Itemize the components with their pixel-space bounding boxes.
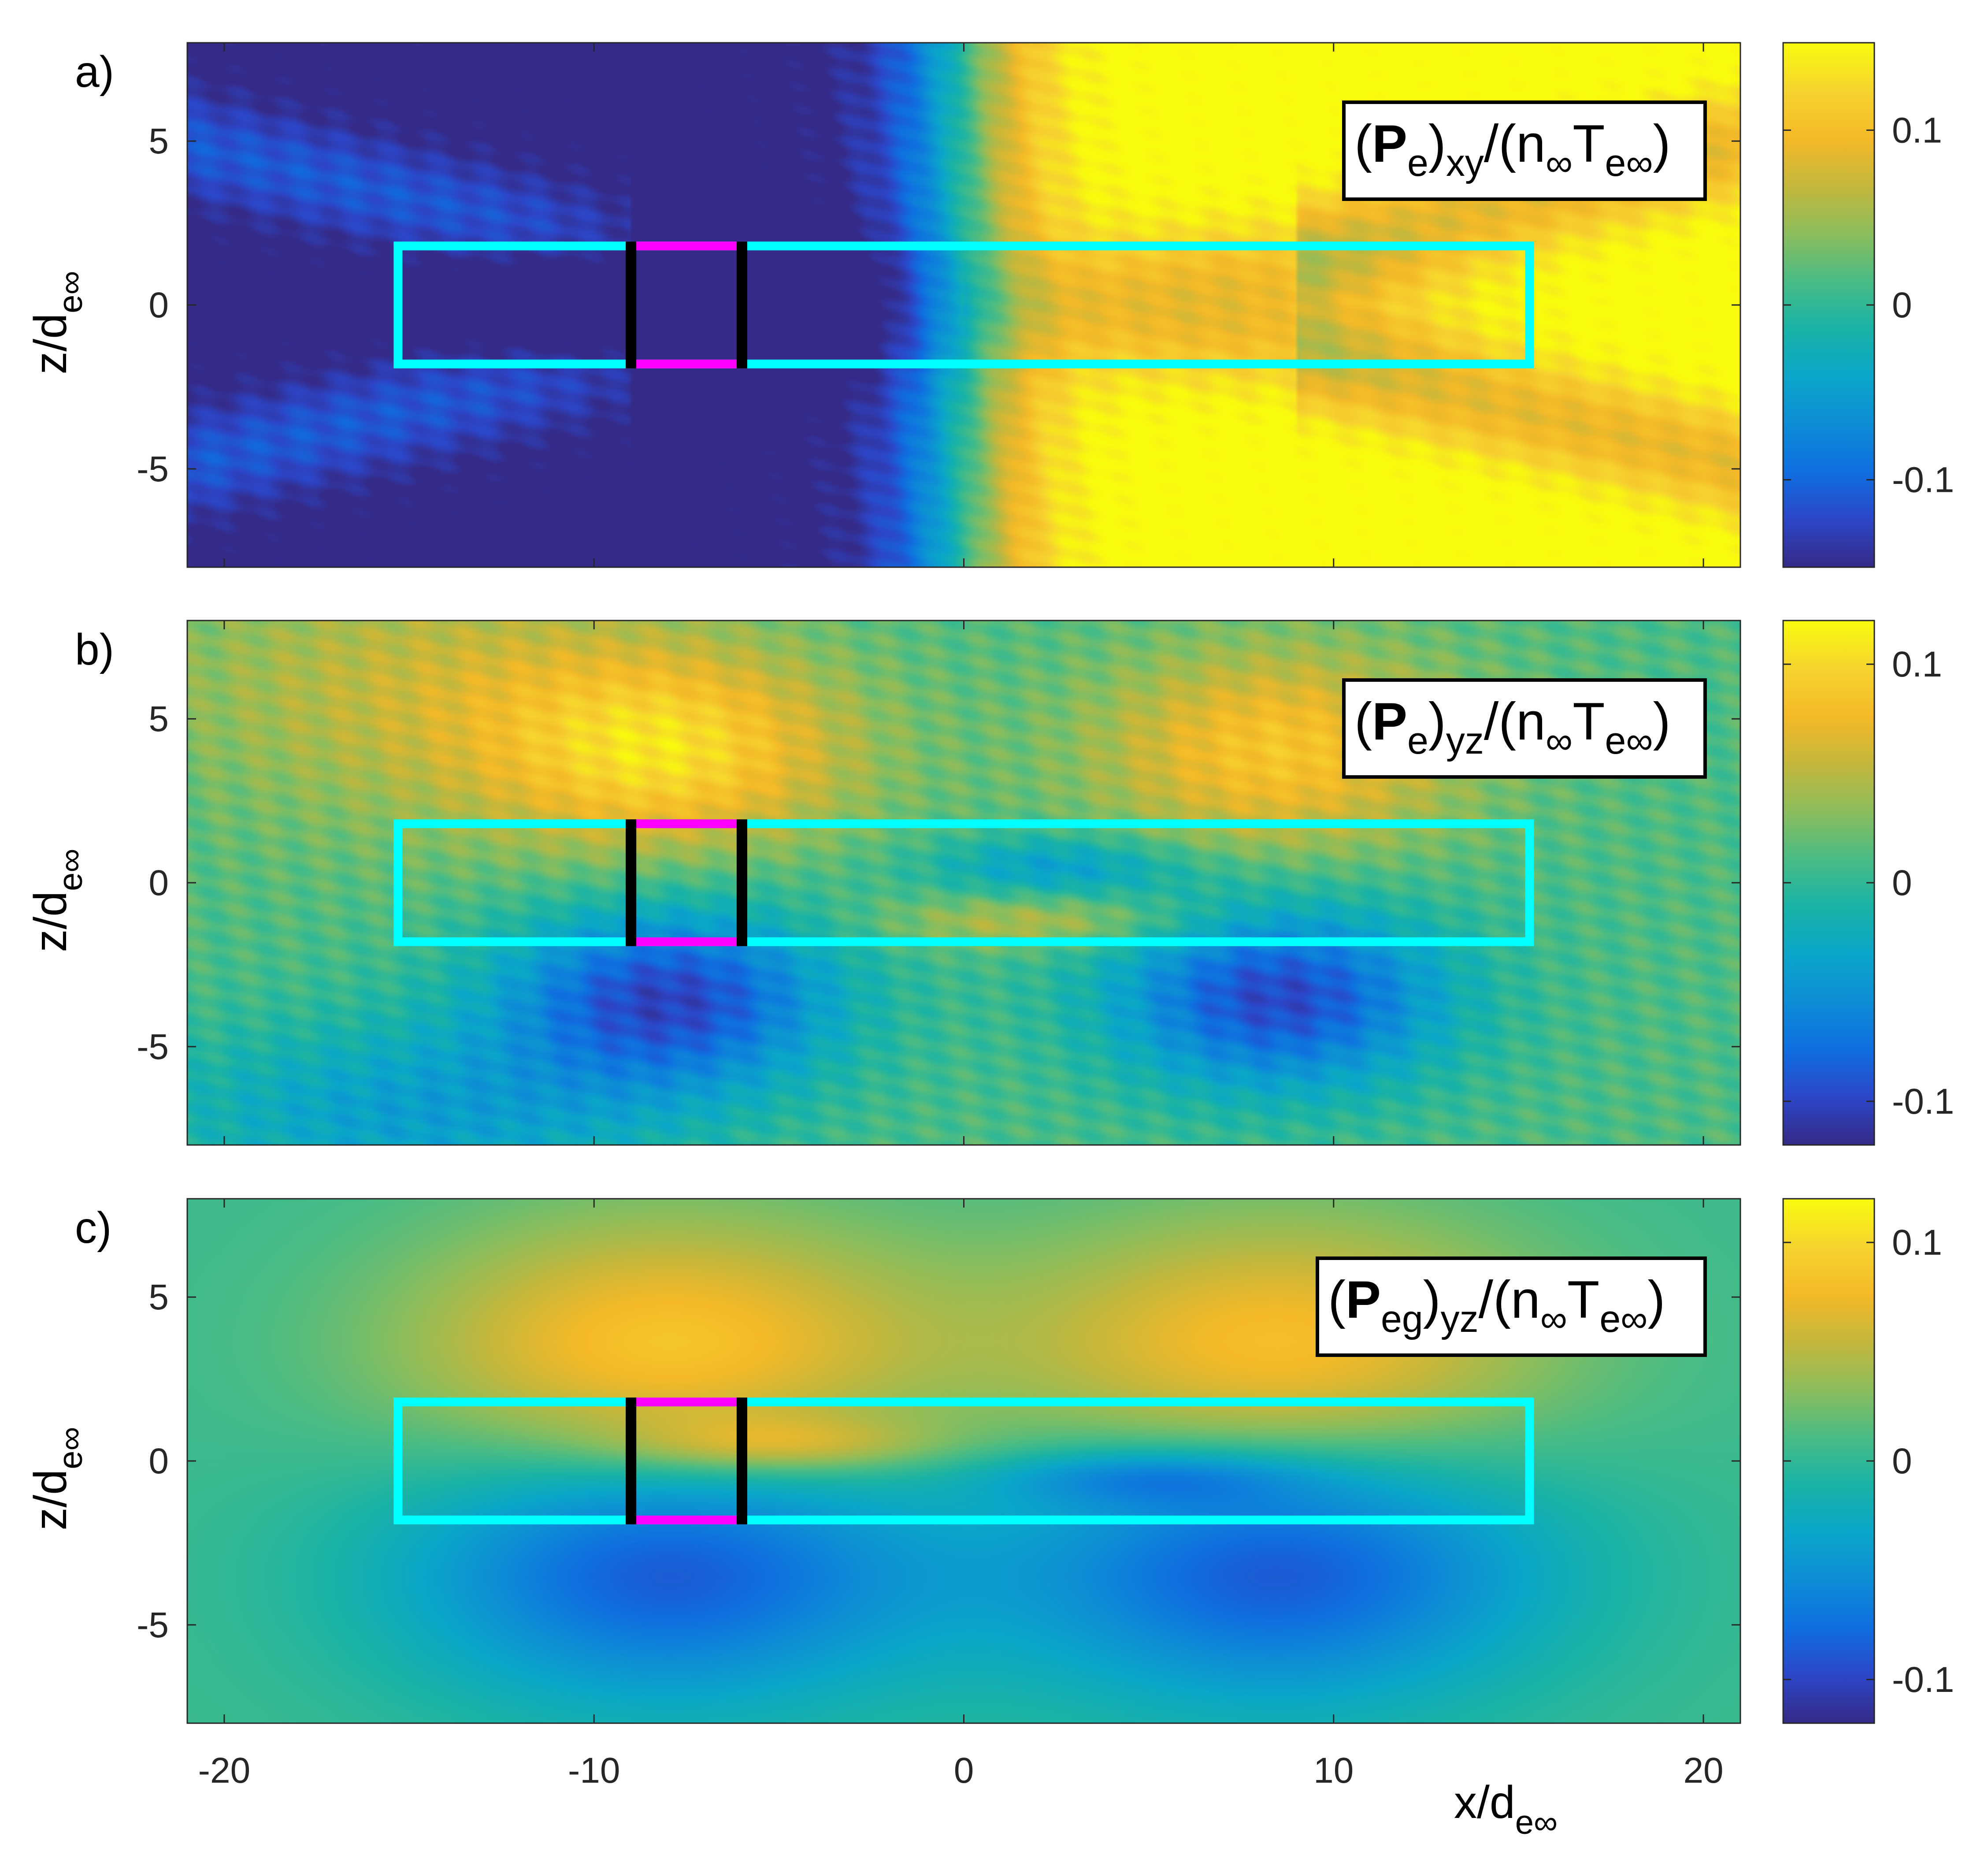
- legend-bold: P: [1372, 114, 1407, 173]
- legend-sub3: ∞: [1546, 142, 1573, 184]
- y-tick-label: 0: [148, 285, 169, 325]
- legend-T: T: [1573, 114, 1605, 173]
- y-tick-label: 5: [148, 121, 169, 161]
- legend-sub1: e: [1407, 142, 1428, 184]
- colorbar-tick-label: 0.1: [1892, 1223, 1942, 1263]
- legend-T: T: [1573, 692, 1605, 751]
- colorbar-tick-label: 0.1: [1892, 110, 1942, 150]
- legend-rest: /(n: [1484, 692, 1546, 751]
- quantity-legend: (Pe)yz/(n∞Te∞): [1354, 692, 1671, 762]
- legend-sub2: yz: [1446, 720, 1484, 762]
- legend-sub4: e∞: [1599, 1298, 1647, 1340]
- legend-close: ): [1647, 1270, 1665, 1329]
- colorbar-tick-label: 0.1: [1892, 644, 1942, 684]
- y-tick-label: 5: [148, 1277, 169, 1317]
- colorbar-tick-label: 0: [1892, 1441, 1912, 1481]
- colorbar-tick-label: -0.1: [1892, 1660, 1954, 1700]
- y-axis-label: z/de∞: [25, 271, 89, 374]
- colorbar: [1782, 620, 1875, 1146]
- panel-letter: c): [75, 1203, 111, 1253]
- y-tick-label: 0: [148, 863, 169, 903]
- legend-open: (: [1354, 692, 1372, 751]
- quantity-legend-box: [1316, 1256, 1707, 1357]
- y-axis-label-main: z/d: [25, 891, 76, 952]
- quantity-legend: (Pe)xy/(n∞Te∞): [1354, 114, 1671, 184]
- y-tick-label: -5: [137, 1605, 169, 1645]
- legend-rest: /(n: [1479, 1270, 1540, 1329]
- legend-sub4: e∞: [1605, 720, 1653, 762]
- legend-sub4: e∞: [1605, 142, 1653, 184]
- y-tick-label: -5: [137, 1027, 169, 1067]
- legend-bold: P: [1346, 1270, 1381, 1329]
- outer-box: [393, 1398, 1534, 1524]
- legend-open: (: [1328, 1270, 1346, 1329]
- legend-T: T: [1567, 1270, 1599, 1329]
- legend-close: ): [1653, 114, 1671, 173]
- y-axis-label-main: z/d: [25, 1469, 76, 1531]
- x-axis-label-sub: e∞: [1515, 1804, 1558, 1841]
- colorbar-tick-label: 0: [1892, 285, 1912, 325]
- outer-box: [393, 819, 1534, 946]
- outer-box: [393, 242, 1534, 368]
- y-axis-label-sub: e∞: [52, 271, 89, 313]
- x-tick-label: 10: [1313, 1751, 1354, 1791]
- y-axis-label: z/de∞: [25, 848, 89, 952]
- chart-panel-3: 50-5-20 -10 0 10 20x/de∞z/de∞c)(Peg)yz/(n∞Te…: [25, 1198, 1954, 1841]
- legend-mid: ): [1423, 1270, 1441, 1329]
- y-axis-label-sub: e∞: [52, 848, 89, 891]
- x-axis-label: x/de∞: [1454, 1777, 1558, 1841]
- y-tick-label: 5: [148, 699, 169, 739]
- legend-sub2: yz: [1441, 1298, 1479, 1340]
- legend-sub1: eg: [1381, 1298, 1423, 1340]
- y-tick-label: -5: [137, 449, 169, 489]
- y-axis-label-sub: e∞: [52, 1427, 89, 1469]
- quantity-legend-box: [1342, 678, 1707, 779]
- legend-rest: /(n: [1484, 114, 1546, 173]
- x-tick-label: 20: [1683, 1751, 1723, 1791]
- legend-mid: ): [1428, 114, 1446, 173]
- quantity-legend: (Peg)yz/(n∞Te∞): [1328, 1270, 1665, 1340]
- x-tick-label: 0: [954, 1751, 974, 1791]
- chart-panel-2: 50-5z/de∞b)(Pe)yz/(n∞Te∞)0.10-0.1: [25, 620, 1954, 1146]
- legend-sub2: xy: [1446, 142, 1484, 184]
- legend-sub1: e: [1407, 720, 1428, 762]
- quantity-legend-box: [1342, 100, 1707, 201]
- legend-close: ): [1653, 692, 1671, 751]
- x-tick-label: -20: [198, 1751, 251, 1791]
- y-tick-label: 0: [148, 1441, 169, 1481]
- legend-sub3: ∞: [1540, 1298, 1567, 1340]
- chart-panel-1: 50-5z/de∞a)(Pe)xy/(n∞Te∞) 0.10-0.1: [25, 42, 1954, 568]
- x-axis-label-main: x/d: [1454, 1777, 1515, 1828]
- legend-open: (: [1354, 114, 1372, 173]
- colorbar-tick-label: -0.1: [1892, 1082, 1954, 1122]
- colorbar: [1782, 42, 1875, 568]
- x-tick-label: -10: [568, 1751, 620, 1791]
- colorbar-tick-label: 0: [1892, 863, 1912, 903]
- colorbar: [1782, 1198, 1875, 1724]
- legend-bold: P: [1372, 692, 1407, 751]
- y-axis-label-main: z/d: [25, 313, 76, 375]
- panel-letter: b): [75, 625, 114, 674]
- panel-letter: a): [75, 47, 114, 97]
- legend-mid: ): [1428, 692, 1446, 751]
- colorbar-tick-label: -0.1: [1892, 460, 1954, 500]
- legend-sub3: ∞: [1546, 720, 1573, 762]
- y-axis-label: z/de∞: [25, 1427, 89, 1530]
